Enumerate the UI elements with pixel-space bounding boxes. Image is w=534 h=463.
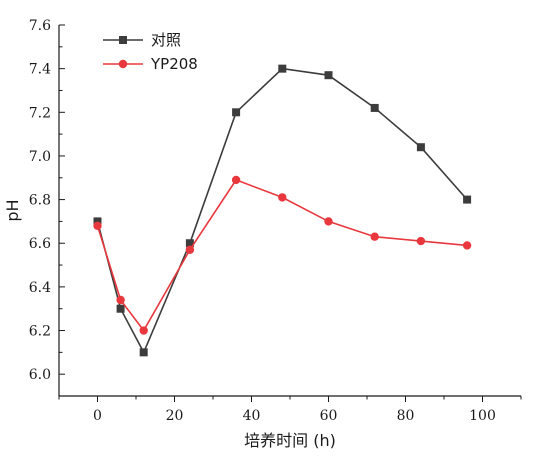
series-1 bbox=[93, 64, 472, 357]
y-tick-label: 7.0 bbox=[29, 149, 51, 165]
x-tick-label: 20 bbox=[166, 408, 184, 424]
x-axis-title: 培养时间 (h) bbox=[244, 431, 336, 450]
legend-marker bbox=[118, 59, 128, 69]
y-tick-label: 6.4 bbox=[29, 280, 51, 296]
legend-item: YP208 bbox=[103, 55, 198, 73]
series-line bbox=[96, 67, 468, 355]
data-point bbox=[324, 217, 333, 226]
legend-marker bbox=[119, 36, 127, 44]
data-point bbox=[231, 175, 241, 185]
data-point bbox=[93, 217, 102, 226]
data-point bbox=[463, 195, 472, 204]
y-tick-label: 7.4 bbox=[29, 62, 51, 78]
data-point bbox=[370, 103, 379, 112]
x-tick-label: 60 bbox=[320, 408, 338, 424]
x-tick-label: 0 bbox=[93, 408, 102, 424]
data-point bbox=[93, 221, 102, 230]
y-tick-label: 6.0 bbox=[29, 367, 51, 383]
axes: 6.0 6.2 6.4 6.6 6.8 7.0 7.2 7.4 7.6 0 20 40 60 80 100 bbox=[29, 18, 522, 424]
legend-item: 对照 bbox=[103, 31, 181, 49]
legend: 对照 YP208 bbox=[103, 31, 198, 73]
y-tick-label: 6.2 bbox=[29, 324, 51, 340]
data-point bbox=[416, 236, 426, 246]
y-axis-title: pH bbox=[3, 199, 22, 221]
data-point bbox=[232, 108, 241, 117]
data-point bbox=[324, 71, 333, 80]
series-2 bbox=[93, 175, 472, 335]
data-point bbox=[278, 193, 287, 202]
data-point bbox=[185, 245, 195, 254]
data-point bbox=[185, 239, 194, 248]
x-tick-label: 40 bbox=[243, 408, 261, 424]
series-line bbox=[96, 178, 468, 332]
y-tick-label: 6.8 bbox=[29, 193, 51, 209]
x-tick-label: 80 bbox=[397, 408, 415, 424]
legend-label: 对照 bbox=[151, 31, 181, 49]
y-tick-label: 6.6 bbox=[29, 236, 51, 252]
data-point bbox=[139, 326, 148, 335]
data-point bbox=[416, 143, 425, 152]
y-tick-label: 7.6 bbox=[29, 18, 51, 34]
series-layer bbox=[93, 64, 472, 357]
y-tick-label: 7.2 bbox=[29, 105, 51, 121]
legend-label: YP208 bbox=[150, 55, 198, 73]
data-point bbox=[116, 295, 125, 305]
data-point bbox=[370, 232, 379, 241]
x-tick-label: 100 bbox=[469, 408, 496, 424]
data-point bbox=[116, 304, 125, 313]
data-point bbox=[462, 241, 472, 250]
data-point bbox=[139, 348, 148, 357]
data-point bbox=[278, 64, 287, 73]
